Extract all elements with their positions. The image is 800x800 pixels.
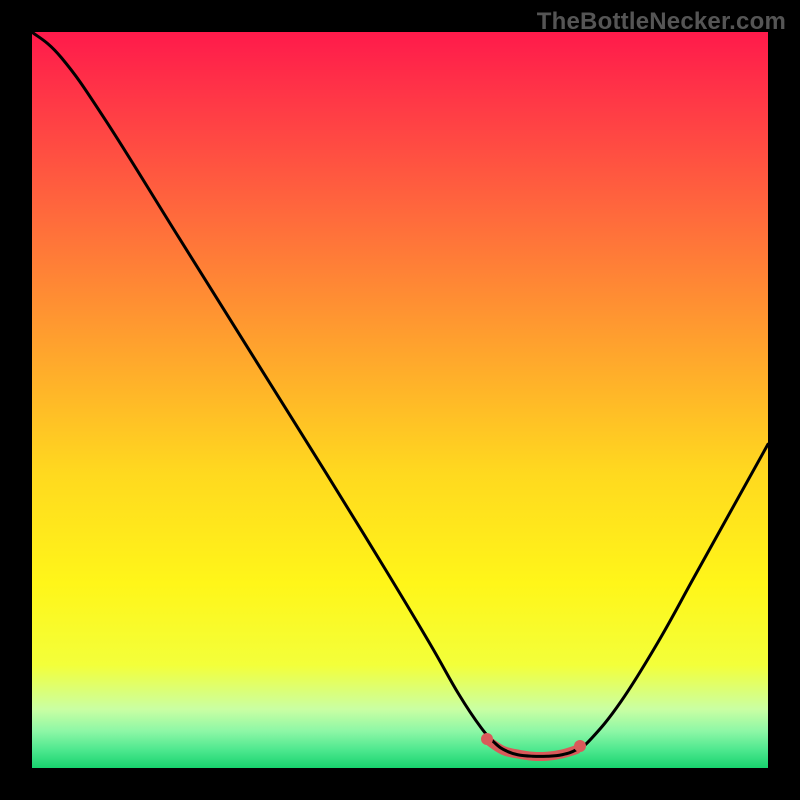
highlight-marker <box>481 733 493 745</box>
curve-layer <box>32 32 768 768</box>
plot-area <box>32 32 768 768</box>
chart-frame: TheBottleNecker.com <box>0 0 800 800</box>
bottleneck-curve <box>32 32 768 756</box>
highlight-marker <box>574 740 586 752</box>
